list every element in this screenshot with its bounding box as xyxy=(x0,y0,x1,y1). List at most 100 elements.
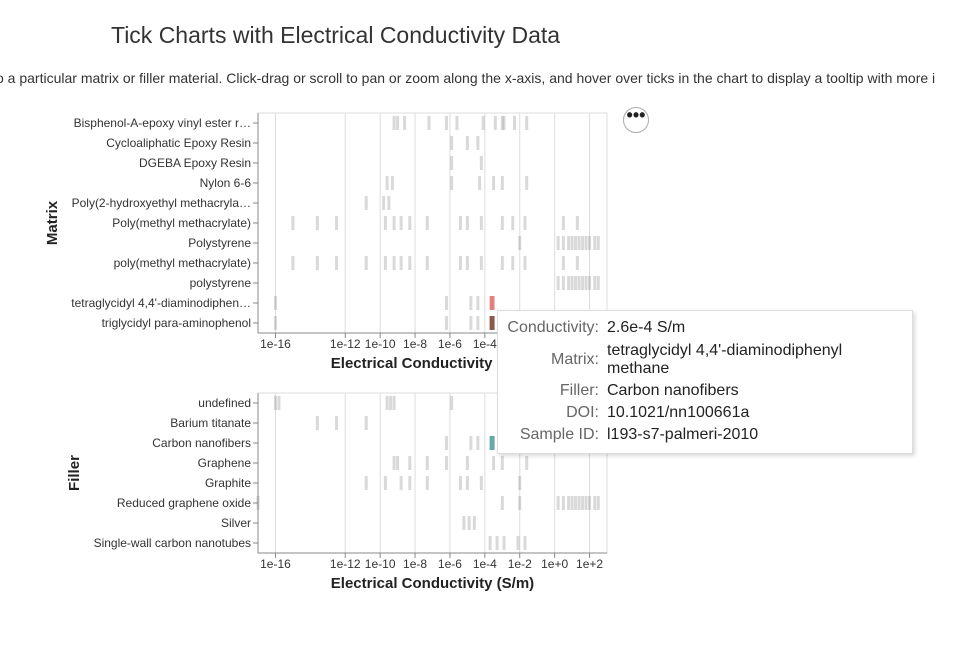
data-tick xyxy=(561,496,565,510)
tooltip-value: 10.1021/nn100661a xyxy=(607,404,750,421)
data-tick xyxy=(469,296,473,310)
data-tick xyxy=(488,536,492,550)
x-tick-label: 1e-4 xyxy=(473,337,497,351)
data-tick xyxy=(425,456,429,470)
data-tick xyxy=(450,396,454,410)
data-tick xyxy=(476,316,480,330)
tooltip-value: tetraglycidyl 4,4'-diaminodiphenyl metha… xyxy=(607,342,843,377)
data-tick xyxy=(273,396,277,410)
data-tick xyxy=(403,116,407,130)
data-tick xyxy=(570,496,574,510)
data-tick xyxy=(518,496,522,510)
data-tick xyxy=(335,216,339,230)
data-tick xyxy=(577,236,581,250)
data-tick xyxy=(469,436,473,450)
data-tick xyxy=(399,476,403,490)
data-tick xyxy=(444,456,448,470)
data-tick xyxy=(382,196,386,210)
data-tick xyxy=(577,496,581,510)
data-tick xyxy=(444,116,448,130)
data-tick xyxy=(427,116,431,130)
x-tick-label: 1e-16 xyxy=(260,337,291,351)
y-axis-title: Filler xyxy=(66,455,83,491)
data-tick xyxy=(387,196,391,210)
data-tick xyxy=(511,256,515,270)
y-tick-label: tetraglycidyl 4,4'-diaminodiphen… xyxy=(71,296,251,310)
data-tick xyxy=(392,116,396,130)
tooltip-key: Filler: xyxy=(559,382,599,399)
data-tick xyxy=(479,256,483,270)
data-tick xyxy=(525,176,529,190)
tooltip-key: Conductivity: xyxy=(507,319,599,336)
data-tick xyxy=(556,276,560,290)
y-tick-label: Bisphenol-A-epoxy vinyl ester r… xyxy=(74,116,251,130)
data-tick xyxy=(593,236,597,250)
data-tick xyxy=(584,496,588,510)
data-tick xyxy=(383,256,387,270)
x-tick-label: 1e-10 xyxy=(365,557,396,571)
data-tick xyxy=(425,256,429,270)
data-tick xyxy=(364,416,368,430)
data-tick xyxy=(518,476,522,490)
data-tick xyxy=(364,196,368,210)
data-tick xyxy=(479,216,483,230)
y-tick-label: Polystyrene xyxy=(188,236,251,250)
data-tick xyxy=(596,496,600,510)
data-tick xyxy=(364,256,368,270)
x-tick-label: 1e-4 xyxy=(473,557,497,571)
data-tick xyxy=(502,536,506,550)
data-tick xyxy=(574,236,578,250)
data-tick xyxy=(291,256,295,270)
data-tick xyxy=(584,276,588,290)
x-tick-label: 1e-12 xyxy=(330,337,361,351)
x-tick-label: 1e-10 xyxy=(365,337,396,351)
tooltip-key: Matrix: xyxy=(551,351,599,368)
data-tick xyxy=(581,276,585,290)
x-tick-label: 1e-6 xyxy=(438,557,462,571)
actions-menu-button[interactable]: ••• xyxy=(623,106,649,133)
x-tick-label: 1e+2 xyxy=(576,557,603,571)
y-tick-label: Poly(2-hydroxyethyl methacryla… xyxy=(72,196,251,210)
data-tick xyxy=(408,256,412,270)
data-tick xyxy=(581,496,585,510)
y-tick-label: poly(methyl methacrylate) xyxy=(114,256,251,270)
data-tick xyxy=(392,456,396,470)
data-tick xyxy=(556,496,560,510)
data-tick xyxy=(523,256,527,270)
data-tick xyxy=(481,116,485,130)
data-tick xyxy=(574,276,578,290)
data-tick xyxy=(256,496,260,510)
data-tick xyxy=(383,216,387,230)
x-tick-label: 1e+0 xyxy=(541,557,568,571)
data-tick xyxy=(458,216,462,230)
data-tick xyxy=(408,476,412,490)
data-tick xyxy=(478,176,482,190)
data-tick xyxy=(476,136,480,150)
x-tick-label: 1e-2 xyxy=(508,557,532,571)
y-tick-label: Single-wall carbon nanotubes xyxy=(94,536,251,550)
data-tick xyxy=(492,456,496,470)
y-tick-label: DGEBA Epoxy Resin xyxy=(139,156,251,170)
y-tick-label: triglycidyl para-aminophenol xyxy=(102,316,251,330)
data-tick xyxy=(465,256,469,270)
tooltip-key: DOI: xyxy=(566,404,599,421)
data-tick xyxy=(465,136,469,150)
matrix-chart: 1e-161e-121e-101e-81e-61e-41e-21e+01e+2B… xyxy=(44,112,608,372)
data-tick xyxy=(425,476,429,490)
data-tick xyxy=(465,216,469,230)
x-tick-label: 1e-8 xyxy=(403,337,427,351)
data-tick xyxy=(556,236,560,250)
data-tick xyxy=(335,256,339,270)
x-axis-title: Electrical Conductivity (S/m) xyxy=(331,355,534,372)
highlighted-tick xyxy=(489,316,495,330)
data-tick xyxy=(525,116,529,130)
data-tick xyxy=(450,156,454,170)
tooltip-value: Carbon nanofibers xyxy=(607,382,739,399)
data-tick xyxy=(575,256,579,270)
data-tick xyxy=(392,216,396,230)
page-title: Tick Charts with Electrical Conductivity… xyxy=(111,22,561,48)
data-tick xyxy=(364,476,368,490)
y-tick-label: Cycloaliphatic Epoxy Resin xyxy=(106,136,251,150)
data-tick xyxy=(567,496,571,510)
